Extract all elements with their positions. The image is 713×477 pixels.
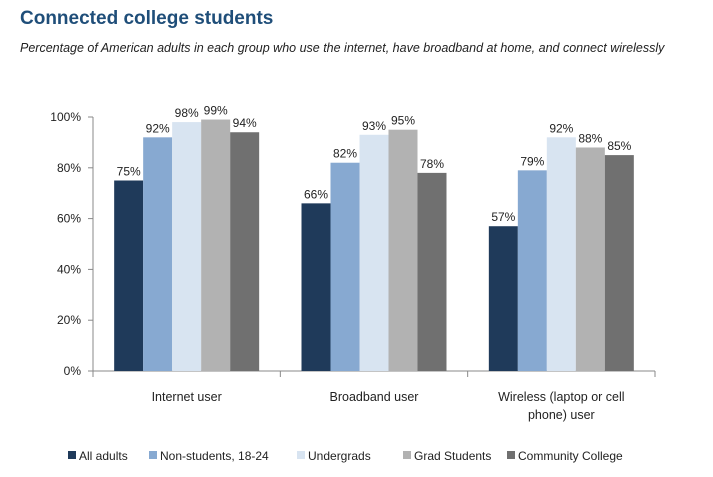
legend-swatch: [297, 451, 305, 459]
data-label: 82%: [333, 147, 357, 161]
chart-bars: [114, 119, 634, 371]
legend-label: Community College: [518, 449, 623, 463]
data-label: 66%: [304, 187, 328, 201]
data-label: 78%: [420, 157, 444, 171]
bar: [201, 119, 231, 371]
legend-item: Grad Students: [403, 449, 491, 463]
y-tick-label: 0%: [64, 364, 82, 378]
data-label: 92%: [549, 121, 573, 135]
data-label: 92%: [146, 121, 170, 135]
legend-item: All adults: [68, 449, 128, 463]
data-label: 79%: [520, 154, 544, 168]
legend-label: Undergrads: [308, 449, 371, 463]
y-tick-label: 100%: [50, 110, 81, 124]
legend-swatch: [403, 451, 411, 459]
legend-swatch: [507, 451, 515, 459]
data-label: 93%: [362, 119, 386, 133]
bar: [143, 137, 173, 371]
y-tick-label: 40%: [57, 262, 81, 276]
bar: [172, 122, 202, 371]
legend-swatch: [149, 451, 157, 459]
data-label: 95%: [391, 114, 415, 128]
data-label: 98%: [175, 106, 199, 120]
bar: [359, 134, 389, 371]
y-tick-label: 80%: [57, 161, 81, 175]
data-label: 99%: [204, 104, 228, 118]
data-label: 94%: [233, 116, 257, 130]
chart-subtitle: Percentage of American adults in each gr…: [20, 41, 665, 55]
bar: [517, 170, 547, 371]
legend-item: Undergrads: [297, 449, 371, 463]
legend-item: Non-students, 18-24: [149, 449, 269, 463]
legend-label: Grad Students: [414, 449, 491, 463]
y-tick-label: 20%: [57, 313, 81, 327]
legend-item: Community College: [507, 449, 623, 463]
chart-category-labels: Internet user Broadband user Wireless (lap…: [152, 390, 625, 422]
chart-legend: All adults Non-students, 18-24 Undergrads G…: [68, 449, 623, 463]
legend-label: Non-students, 18-24: [160, 449, 269, 463]
category-label: Internet user: [152, 390, 222, 404]
legend-label: All adults: [79, 449, 128, 463]
data-label: 75%: [117, 165, 141, 179]
data-label: 88%: [578, 131, 602, 145]
legend-swatch: [68, 451, 76, 459]
bar: [604, 155, 634, 371]
data-label: 85%: [607, 139, 631, 153]
bar: [546, 137, 576, 371]
bar: [114, 180, 144, 371]
bar: [301, 203, 331, 371]
y-tick-label: 60%: [57, 212, 81, 226]
bar: [417, 172, 447, 371]
chart-title: Connected college students: [20, 8, 274, 29]
data-label: 57%: [491, 210, 515, 224]
bar: [575, 147, 605, 371]
category-label: Wireless (laptop or cell phone) user: [498, 390, 624, 422]
chart-data-labels: 75% 92% 98% 99% 94% 66% 82% 93% 95% 78% 57% 79% 92% 8…: [117, 104, 632, 225]
bar: [230, 132, 260, 371]
bar: [330, 162, 360, 371]
bar: [388, 129, 418, 371]
bar: [488, 226, 518, 371]
category-label: Broadband user: [330, 390, 419, 404]
